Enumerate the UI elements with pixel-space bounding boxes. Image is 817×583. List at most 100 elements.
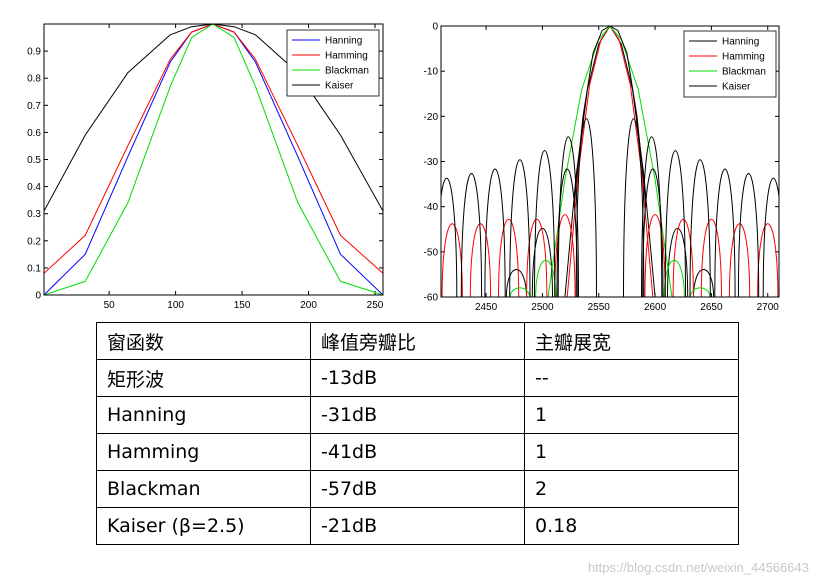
plot-area — [441, 26, 779, 297]
cell-window: Blackman — [96, 470, 311, 508]
header-mainlobe-broadening: 主瓣展宽 — [524, 322, 739, 360]
window-shape-chart: 50 100 150 200 250 0 0.1 0.2 0.3 0.4 0.5 0.6 0.7 0.8 0… — [27, 23, 384, 311]
x-tick-label: 150 — [234, 300, 251, 311]
sidelobe-hamming — [728, 223, 751, 297]
y-tick-label: 0.1 — [27, 263, 41, 274]
x-tick-label: 250 — [367, 300, 384, 311]
y-tick-label: -50 — [424, 247, 439, 258]
table-row: 矩形波 -13dB -- — [96, 359, 739, 397]
series-hamming-line — [44, 24, 383, 274]
y-tick-label: 0.5 — [27, 155, 41, 166]
sidelobe-hamming — [498, 218, 520, 297]
y-tick-label: -30 — [424, 157, 439, 168]
cell-psl: -21dB — [310, 507, 525, 545]
legend-label-blackman: Blackman — [722, 67, 766, 78]
y-tick-label: -20 — [424, 112, 439, 123]
sidelobe-kaiser — [441, 177, 458, 297]
legend-label-blackman: Blackman — [325, 66, 369, 77]
cell-window: 矩形波 — [96, 359, 311, 397]
x-tick-label: 200 — [300, 300, 317, 311]
x-tick-label: 2700 — [757, 302, 780, 313]
y-tick-label: 0.6 — [27, 128, 41, 139]
y-tick-label: 0 — [432, 22, 438, 33]
sidelobe-hanning — [667, 228, 689, 297]
sidelobe-kaiser — [737, 173, 760, 297]
sidelobe-hamming — [700, 218, 722, 297]
legend-label-hanning: Hanning — [325, 36, 362, 47]
series-hamming-line — [566, 26, 654, 297]
series-blackman-line — [44, 24, 383, 295]
header-window-function: 窗函数 — [96, 322, 311, 360]
axes-frame — [440, 25, 780, 298]
x-tick-label: 50 — [104, 300, 116, 311]
axes-frame — [43, 23, 384, 296]
cell-psl: -31dB — [310, 396, 525, 434]
series-blackman-line — [547, 26, 673, 297]
table-header-row: 窗函数 峰值旁瓣比 主瓣展宽 — [96, 322, 739, 360]
cell-window: Hanning — [96, 396, 311, 434]
cell-psl: -13dB — [310, 359, 525, 397]
sidelobe-kaiser — [714, 168, 736, 297]
sidelobe-hanning — [505, 269, 527, 297]
cell-window: Hamming — [96, 433, 311, 471]
sidelobe-kaiser — [664, 150, 686, 297]
legend-label-kaiser: Kaiser — [325, 81, 354, 92]
sidelobe-kaiser — [762, 177, 779, 297]
window-comparison-table: 窗函数 峰值旁瓣比 主瓣展宽 矩形波 -13dB -- Hanning -31d… — [96, 322, 739, 545]
cell-broadening: 2 — [524, 470, 739, 508]
cell-broadening: 0.18 — [524, 507, 739, 545]
y-tick-label: -40 — [424, 202, 439, 213]
sidelobe-kaiser — [575, 118, 597, 297]
x-tick-label: 2450 — [475, 302, 498, 313]
cell-broadening: 1 — [524, 396, 739, 434]
x-tick-label: 100 — [167, 300, 184, 311]
y-tick-label: 0.3 — [27, 209, 41, 220]
cell-broadening: -- — [524, 359, 739, 397]
header-peak-sidelobe-ratio: 峰值旁瓣比 — [310, 322, 525, 360]
cell-window: Kaiser (β=2.5) — [96, 507, 311, 545]
x-tick-label: 2500 — [531, 302, 554, 313]
y-tick-label: 0.9 — [27, 47, 41, 58]
y-tick-label: 0.4 — [27, 182, 41, 193]
sidelobe-hamming — [672, 218, 694, 297]
sidelobe-hanning — [556, 168, 578, 297]
legend-label-hamming: Hamming — [722, 52, 765, 63]
y-tick-label: 0.7 — [27, 101, 41, 112]
x-tick-label: 2550 — [588, 302, 611, 313]
sidelobe-kaiser — [623, 118, 645, 297]
legend-label-kaiser: Kaiser — [722, 82, 751, 93]
x-tick-label: 2600 — [644, 302, 667, 313]
sidelobe-kaiser — [509, 159, 531, 297]
series-kaiser-line — [573, 26, 647, 207]
cell-broadening: 1 — [524, 433, 739, 471]
sidelobe-hamming — [644, 214, 666, 297]
legend-label-hamming: Hamming — [325, 51, 368, 62]
sidelobe-hamming — [554, 214, 576, 297]
sidelobe-hanning — [693, 269, 715, 297]
window-spectrum-chart: 2450 2500 2550 2600 2650 2700 0 -10 -20 -30 -40 -50… — [424, 22, 780, 313]
sidelobe-kaiser — [484, 168, 506, 297]
sidelobe-hanning — [642, 168, 664, 297]
sidelobe-kaiser — [460, 173, 483, 297]
cell-psl: -41dB — [310, 433, 525, 471]
sidelobe-kaiser — [689, 159, 711, 297]
cell-psl: -57dB — [310, 470, 525, 508]
y-tick-label: -10 — [424, 67, 439, 78]
sidelobe-hamming — [757, 223, 779, 297]
y-tick-label: -60 — [424, 293, 439, 304]
y-tick-label: 0.2 — [27, 236, 41, 247]
y-tick-label: 0.8 — [27, 74, 41, 85]
table-row: Hanning -31dB 1 — [96, 396, 739, 434]
sidelobe-blackman — [689, 287, 711, 297]
table-row: Hamming -41dB 1 — [96, 433, 739, 471]
table-row: Blackman -57dB 2 — [96, 470, 739, 508]
sidelobe-hanning — [531, 228, 553, 297]
series-hanning-line — [44, 24, 383, 295]
watermark: https://blog.csdn.net/weixin_44566643 — [587, 560, 809, 575]
sidelobe-blackman — [509, 287, 531, 297]
sidelobe-kaiser — [534, 150, 556, 297]
table-row: Kaiser (β=2.5) -21dB 0.18 — [96, 507, 739, 545]
sidelobe-hamming — [441, 223, 463, 297]
sidelobe-hamming — [526, 218, 548, 297]
legend-label-hanning: Hanning — [722, 37, 759, 48]
